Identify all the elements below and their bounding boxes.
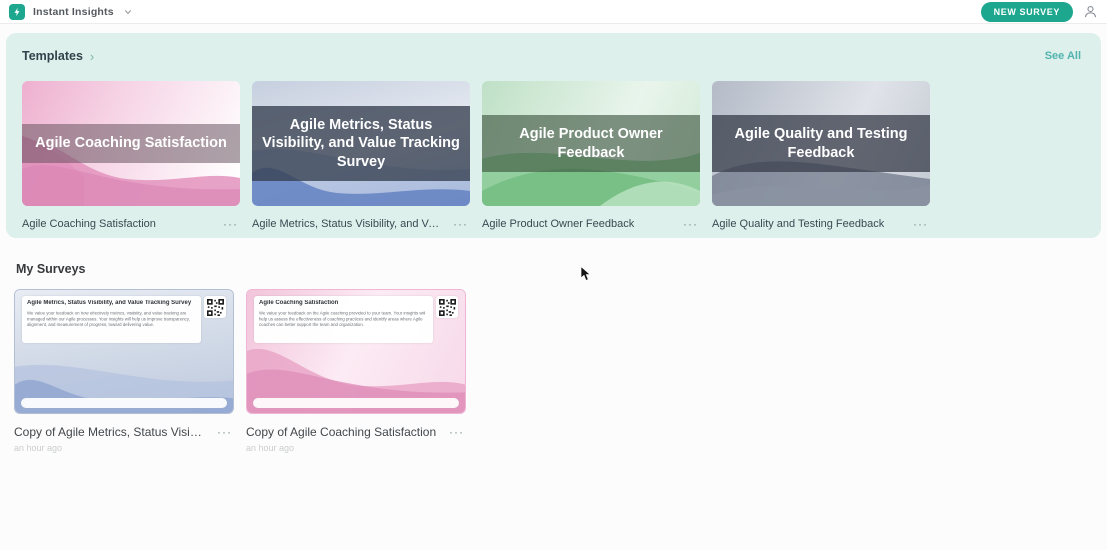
qr-code-icon — [436, 296, 458, 318]
ellipsis-icon[interactable]: ··· — [453, 217, 468, 231]
ellipsis-icon[interactable]: ··· — [913, 217, 928, 231]
survey-card-copy-agile-metrics[interactable]: Agile Metrics, Status Visibility, and Va… — [14, 289, 234, 414]
template-item: Agile Product Owner Feedback Agile Produ… — [482, 81, 700, 232]
survey-preview-header: Agile Coaching Satisfaction We value you… — [254, 296, 433, 344]
my-surveys-heading: My Surveys — [16, 262, 86, 276]
template-label: Agile Product Owner Feedback — [482, 218, 635, 230]
survey-preview-title: Agile Metrics, Status Visibility, and Va… — [27, 300, 192, 306]
top-bar: Instant Insights NEW SURVEY — [0, 0, 1107, 24]
lightning-bolt-icon — [14, 7, 20, 16]
profile-icon[interactable] — [1083, 4, 1098, 19]
template-card-agile-product-owner[interactable]: Agile Product Owner Feedback — [482, 81, 700, 206]
templates-heading: Templates — [22, 49, 83, 63]
ellipsis-icon[interactable]: ··· — [683, 217, 698, 231]
chevron-right-icon[interactable]: › — [89, 48, 95, 64]
app-name: Instant Insights — [33, 5, 114, 18]
template-label: Agile Metrics, Status Visibility, and Va… — [252, 218, 442, 230]
template-card-agile-metrics[interactable]: Agile Metrics, Status Visibility, and Va… — [252, 81, 470, 206]
my-surveys-card-row: Agile Metrics, Status Visibility, and Va… — [14, 289, 1093, 453]
survey-preview-description: We value your feedback on how effectivel… — [27, 311, 190, 328]
template-item: Agile Metrics, Status Visibility, and Va… — [252, 81, 470, 232]
chevron-down-icon — [124, 9, 132, 14]
survey-label: Copy of Agile Coaching Satisfaction — [246, 425, 437, 439]
survey-preview-description: We value your feedback on the Agile coac… — [259, 311, 426, 328]
survey-timestamp: an hour ago — [14, 443, 63, 453]
survey-label: Copy of Agile Metrics, Status Visibility… — [14, 425, 206, 439]
survey-preview-footer-bar — [253, 398, 459, 408]
templates-card-row: Agile Coaching Satisfaction Agile Coachi… — [14, 81, 1089, 232]
app-menu[interactable]: Instant Insights — [9, 3, 132, 20]
template-title: Agile Quality and Testing Feedback — [712, 115, 930, 172]
template-item: Agile Quality and Testing Feedback Agile… — [712, 81, 930, 232]
template-title: Agile Coaching Satisfaction — [22, 124, 240, 163]
template-label: Agile Quality and Testing Feedback — [712, 218, 885, 230]
template-card-agile-quality[interactable]: Agile Quality and Testing Feedback — [712, 81, 930, 206]
survey-item: Agile Coaching Satisfaction We value you… — [246, 289, 466, 453]
survey-preview-footer-bar — [21, 398, 227, 408]
qr-code-icon — [204, 296, 226, 318]
templates-section: Templates › See All Agile Coaching Satis… — [6, 33, 1101, 238]
template-title: Agile Product Owner Feedback — [482, 115, 700, 172]
survey-item: Agile Metrics, Status Visibility, and Va… — [14, 289, 234, 453]
new-survey-button[interactable]: NEW SURVEY — [980, 1, 1073, 22]
wave-art — [712, 161, 930, 206]
ellipsis-icon[interactable]: ··· — [449, 425, 464, 439]
template-item: Agile Coaching Satisfaction Agile Coachi… — [22, 81, 240, 232]
see-all-link[interactable]: See All — [1044, 50, 1081, 62]
ellipsis-icon[interactable]: ··· — [217, 425, 232, 439]
template-title: Agile Metrics, Status Visibility, and Va… — [252, 106, 470, 181]
survey-timestamp: an hour ago — [246, 443, 295, 453]
my-surveys-section: My Surveys Agile Metrics, Status Visibil… — [0, 238, 1107, 453]
survey-preview-title: Agile Coaching Satisfaction — [259, 300, 339, 306]
template-card-agile-coaching[interactable]: Agile Coaching Satisfaction — [22, 81, 240, 206]
survey-preview-header: Agile Metrics, Status Visibility, and Va… — [22, 296, 201, 344]
brand-logo — [9, 3, 25, 20]
ellipsis-icon[interactable]: ··· — [223, 217, 238, 231]
template-label: Agile Coaching Satisfaction — [22, 218, 156, 230]
wave-art — [22, 136, 240, 206]
survey-card-copy-agile-coaching[interactable]: Agile Coaching Satisfaction We value you… — [246, 289, 466, 414]
